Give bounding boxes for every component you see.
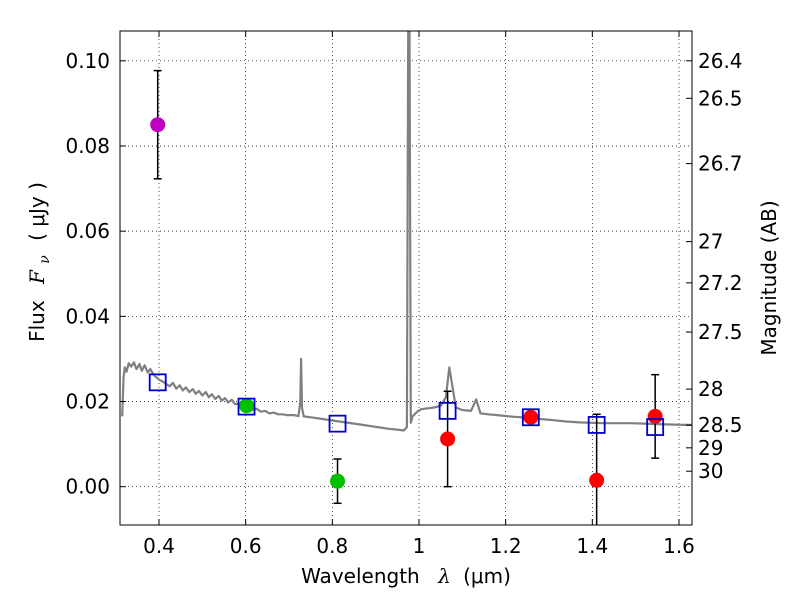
y-axis-label-symbol: F <box>25 269 49 285</box>
y2-axis-label: Magnitude (AB) <box>757 200 781 355</box>
observed-point <box>440 431 456 447</box>
grid-layer <box>120 31 692 525</box>
model-photometry-square <box>438 401 457 420</box>
y2-tick-label: 30 <box>698 459 723 483</box>
y-axis-label: Flux F ν ( μJy ) <box>25 182 54 342</box>
observed-point <box>330 473 346 489</box>
axes-frame <box>119 30 693 526</box>
observed-point <box>150 117 166 133</box>
x-axis-label: Wavelength λ (μm) <box>301 564 511 588</box>
model-photometry-square <box>521 408 540 427</box>
y-axis-label-symbol-sub: ν <box>37 255 53 264</box>
x-tick-label: 1.2 <box>490 534 522 558</box>
observed-point <box>647 408 663 424</box>
model-photometry-square <box>646 418 665 436</box>
y-axis-label-unit: ( μJy ) <box>25 182 49 241</box>
model-photometry-square <box>148 373 167 392</box>
x-tick-label: 1.6 <box>663 534 695 558</box>
x-axis-label-symbol: λ <box>437 564 451 588</box>
observed-point <box>523 409 539 425</box>
y-axis-label-text: Flux <box>25 300 49 342</box>
x-tick-label: 0.6 <box>230 534 262 558</box>
observed-point <box>589 472 605 488</box>
y2-tick-label: 26.5 <box>698 86 743 110</box>
y2-tick-label: 28 <box>698 377 723 401</box>
y2-tick-label: 27 <box>698 230 723 254</box>
model-photometry-square <box>237 397 256 416</box>
y2-tick-label: 27.5 <box>698 320 743 344</box>
y-tick-label: 0.00 <box>65 475 110 499</box>
y-tick-label: 0.04 <box>65 304 110 328</box>
y2-tick-label: 28.5 <box>698 413 743 437</box>
y-tick-label: 0.08 <box>65 134 110 158</box>
x-tick-label: 0.4 <box>143 534 175 558</box>
x-tick-label: 1.4 <box>576 534 608 558</box>
x-tick-label: 0.8 <box>316 534 348 558</box>
y2-tick-label: 26.7 <box>698 152 743 176</box>
x-tick-label: 1 <box>413 534 426 558</box>
x-axis-label-unit: (μm) <box>463 564 511 588</box>
y-tick-label: 0.02 <box>65 390 110 414</box>
model-photometry-square <box>587 416 606 434</box>
tick-layer: 0.4 0.6 0.8 1 1.2 1.4 1.6 0.00 0.02 0.04 0.06 0.08 0… <box>65 31 743 558</box>
y2-tick-label: 29 <box>698 436 723 460</box>
x-axis-label-text: Wavelength <box>301 564 420 588</box>
plot-area <box>121 31 692 525</box>
y-tick-label: 0.10 <box>65 49 110 73</box>
model-spectrum-line <box>121 31 692 432</box>
y2-tick-label: 27.2 <box>698 271 743 295</box>
y2-tick-label: 26.4 <box>698 49 743 73</box>
model-photometry-square <box>328 414 347 433</box>
observed-point <box>239 398 255 414</box>
y-tick-label: 0.06 <box>65 219 110 243</box>
